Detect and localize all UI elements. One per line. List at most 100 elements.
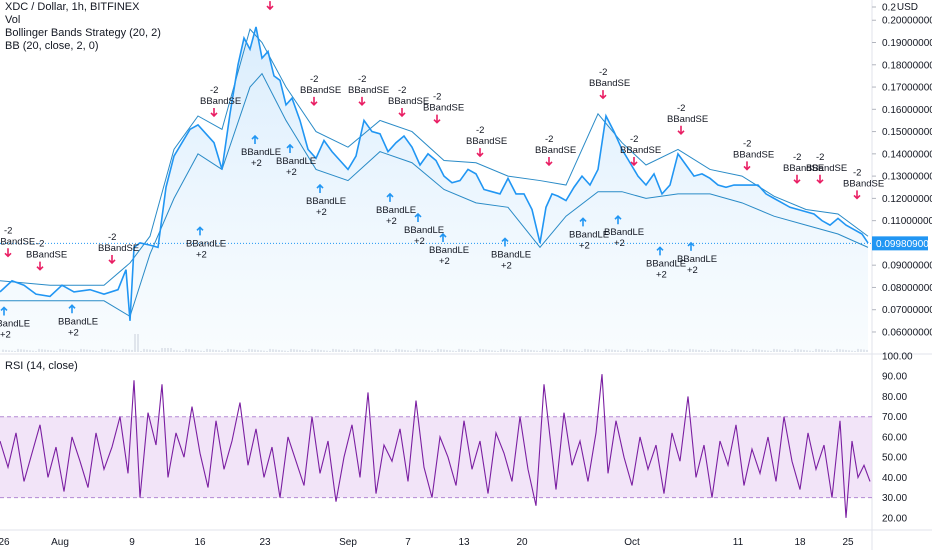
signal-qty: -2 xyxy=(853,167,861,178)
up-arrow-icon xyxy=(414,212,422,222)
signal-label: BBandLE xyxy=(0,318,30,329)
up-arrow-icon xyxy=(196,226,204,236)
price-tick-label: 0.14000000 xyxy=(882,149,932,160)
signal-label: BBandSE xyxy=(667,114,708,125)
price-area-fill xyxy=(0,26,872,352)
signal-label: BBandLE xyxy=(241,147,281,158)
rsi-tick-label: 60.00 xyxy=(882,432,907,443)
signal-qty: +2 xyxy=(196,249,207,260)
signal-qty: -2 xyxy=(433,92,441,103)
price-tick-label: 0.07000000 xyxy=(882,305,932,316)
rsi-label[interactable]: RSI (14, close) xyxy=(5,360,78,372)
symbol-title[interactable]: XDC / Dollar, 1h, BITFINEX xyxy=(5,1,140,13)
strategy-label[interactable]: Bollinger Bands Strategy (20, 2) xyxy=(5,27,161,39)
price-tick-label: 0.16000000 xyxy=(882,105,932,116)
signal-label: BBandLE xyxy=(646,258,686,269)
up-arrow-icon xyxy=(68,304,76,314)
rsi-tick-label: 30.00 xyxy=(882,493,907,504)
long-entry-signal: BBandLE+2 xyxy=(306,183,346,218)
signal-label: BBandSE xyxy=(348,85,389,96)
rsi-tick-label: 90.00 xyxy=(882,372,907,383)
long-entry-signal: BBandLE+2 xyxy=(0,306,30,340)
signal-label: BBandSE xyxy=(843,178,884,189)
price-tick-label: 0.08000000 xyxy=(882,283,932,294)
down-arrow-icon xyxy=(210,107,218,118)
signal-label: BBandSE xyxy=(388,96,429,107)
rsi-line xyxy=(0,374,871,518)
up-arrow-icon xyxy=(439,232,447,243)
signal-qty: +2 xyxy=(656,269,667,280)
down-arrow-icon xyxy=(433,114,441,124)
rsi-tick-label: 50.00 xyxy=(882,453,907,464)
signal-qty: +2 xyxy=(687,265,698,276)
signal-qty: +2 xyxy=(579,240,590,251)
price-tick-label: 0.18000000 xyxy=(882,60,932,71)
signal-label: BBandSE xyxy=(98,243,139,254)
time-tick-label: Sep xyxy=(339,537,357,548)
price-area xyxy=(0,26,868,352)
signal-label: BBandSE xyxy=(535,145,576,156)
signal-label: BBandSE xyxy=(466,136,507,147)
current-price-tag xyxy=(872,236,928,251)
bb-upper-line xyxy=(0,28,869,286)
down-arrow-icon xyxy=(36,261,44,271)
price-tick-label: 0.13000000 xyxy=(882,172,932,183)
signal-qty: +2 xyxy=(68,327,79,338)
up-arrow-icon xyxy=(614,215,622,225)
bb-lower-line xyxy=(0,72,869,318)
signal-label: BBandLE xyxy=(306,196,346,207)
signal-qty: +2 xyxy=(316,207,327,218)
rsi-tick-label: 40.00 xyxy=(882,473,907,484)
time-axis: 26 Aug 9 16 23 Sep 7 13 20 Oct 11 18 25 xyxy=(0,537,854,548)
down-arrow-icon xyxy=(545,156,553,167)
signal-label: BBandLE xyxy=(604,227,644,238)
signal-qty: -2 xyxy=(108,232,116,243)
time-tick-label: Aug xyxy=(51,537,69,548)
down-arrow-icon xyxy=(816,174,824,184)
price-line xyxy=(0,26,869,321)
time-tick-label: 7 xyxy=(405,537,411,548)
up-arrow-icon xyxy=(656,246,664,256)
signal-qty: -2 xyxy=(743,138,751,149)
signal-qty: -2 xyxy=(816,152,824,163)
signal-label: BBandLE xyxy=(677,254,717,265)
signal-qty: -2 xyxy=(677,103,685,114)
up-arrow-icon xyxy=(251,134,259,145)
signal-label: BBandLE xyxy=(404,225,444,236)
long-entry-signal: BBandLE+2 xyxy=(429,232,469,267)
price-tick-label: 0.15000000 xyxy=(882,127,932,138)
long-entry-signal: BBandLE+2 xyxy=(376,192,416,227)
signal-label: BBandLE xyxy=(429,245,469,256)
current-price-label: 0.09980900 xyxy=(876,239,929,250)
signal-qty: -2 xyxy=(476,125,484,136)
bb-label[interactable]: BB (20, close, 2, 0) xyxy=(5,40,99,52)
up-arrow-icon xyxy=(0,306,8,316)
signal-label: BBandLE xyxy=(569,229,609,240)
down-arrow-icon xyxy=(398,107,406,118)
signal-qty: -2 xyxy=(545,134,553,145)
signal-qty: -2 xyxy=(210,85,218,96)
down-arrow-icon xyxy=(853,190,861,200)
signal-label: BBandSE xyxy=(589,78,630,89)
signal-qty: -2 xyxy=(630,134,638,145)
signal-qty: +2 xyxy=(0,329,11,340)
time-tick-label: Oct xyxy=(624,537,640,548)
down-arrow-icon xyxy=(677,125,685,135)
signal-label: BBandSE xyxy=(733,149,774,160)
long-entry-signal: BBandLE+2 xyxy=(241,134,281,169)
signal-qty: -2 xyxy=(793,152,801,163)
vol-label[interactable]: Vol xyxy=(5,14,21,26)
price-tick-label: 0.2 xyxy=(882,3,896,14)
signal-label: BBandLE xyxy=(376,205,416,216)
long-entry-signal: BBandLE+2 xyxy=(646,246,686,280)
